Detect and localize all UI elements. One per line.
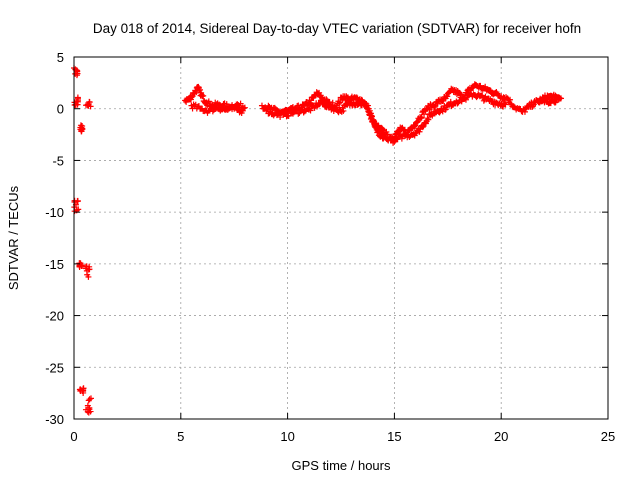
data-points — [71, 64, 565, 416]
plot-frame — [73, 56, 609, 420]
data-point — [258, 102, 265, 109]
y-tick-label: 0 — [57, 102, 64, 117]
y-tick-label: -25 — [45, 360, 64, 375]
data-point — [200, 92, 207, 99]
data-point — [83, 263, 90, 270]
data-point — [436, 109, 443, 116]
data-point — [507, 96, 514, 103]
data-point — [281, 110, 288, 117]
data-point — [336, 100, 343, 107]
data-point — [462, 96, 469, 103]
axis-ticks: 0 5 10 15 20 25 5 0 -5 -10 -15 -20 -25 -30 — [45, 50, 615, 444]
data-point — [241, 104, 248, 111]
data-point — [295, 110, 302, 117]
y-tick-label: -5 — [52, 153, 64, 168]
data-point — [84, 402, 91, 409]
data-point — [197, 86, 204, 93]
data-point — [205, 98, 212, 105]
data-point — [454, 100, 461, 107]
data-point — [521, 108, 528, 115]
data-point — [321, 100, 328, 107]
data-point — [237, 100, 244, 107]
data-point — [388, 133, 395, 140]
y-axis-label: SDTVAR / TECUs — [6, 185, 21, 290]
data-point — [76, 260, 83, 267]
x-tick-label: 15 — [387, 429, 401, 444]
y-tick-label: -20 — [45, 309, 64, 324]
data-point — [85, 273, 92, 280]
data-point — [77, 126, 84, 133]
data-point — [555, 96, 562, 103]
data-point — [323, 96, 330, 103]
data-point — [421, 111, 428, 118]
data-point — [340, 107, 347, 114]
data-point — [77, 386, 84, 393]
x-axis-label: GPS time / hours — [292, 458, 391, 473]
data-point — [442, 106, 449, 113]
data-point — [416, 128, 423, 135]
data-point — [307, 107, 314, 114]
y-tick-label: -15 — [45, 257, 64, 272]
data-point — [419, 124, 426, 131]
data-point — [73, 68, 80, 75]
data-point — [84, 408, 91, 415]
x-tick-label: 0 — [70, 429, 77, 444]
data-point — [411, 123, 418, 130]
data-point — [502, 101, 509, 108]
data-point — [74, 197, 81, 204]
data-point — [353, 94, 360, 101]
data-point — [552, 99, 559, 106]
x-tick-label: 5 — [177, 429, 184, 444]
data-point — [390, 139, 397, 146]
data-point — [277, 114, 284, 121]
data-point — [86, 396, 93, 403]
data-point — [336, 99, 343, 106]
data-point — [308, 97, 315, 104]
data-point — [425, 116, 432, 123]
data-point — [295, 102, 302, 109]
data-point — [417, 115, 424, 122]
data-point — [85, 409, 92, 416]
y-tick-label: 5 — [57, 50, 64, 65]
data-point — [442, 106, 449, 113]
data-point — [444, 93, 451, 100]
data-point — [239, 107, 246, 114]
data-point — [84, 101, 91, 108]
data-point — [384, 131, 391, 138]
x-tick-label: 25 — [601, 429, 615, 444]
data-point — [398, 135, 405, 142]
x-tick-label: 20 — [494, 429, 508, 444]
y-tick-label: -30 — [45, 412, 64, 427]
data-point — [418, 114, 425, 121]
data-point — [282, 109, 289, 116]
x-tick-label: 10 — [280, 429, 294, 444]
data-point — [467, 90, 474, 97]
y-tick-label: -10 — [45, 205, 64, 220]
data-point — [86, 266, 93, 273]
chart-title: Day 018 of 2014, Sidereal Day-to-day VTE… — [93, 21, 581, 36]
data-point — [85, 397, 92, 404]
data-point — [264, 106, 271, 113]
data-point — [486, 87, 493, 94]
data-point — [75, 98, 82, 105]
data-point — [326, 101, 333, 108]
